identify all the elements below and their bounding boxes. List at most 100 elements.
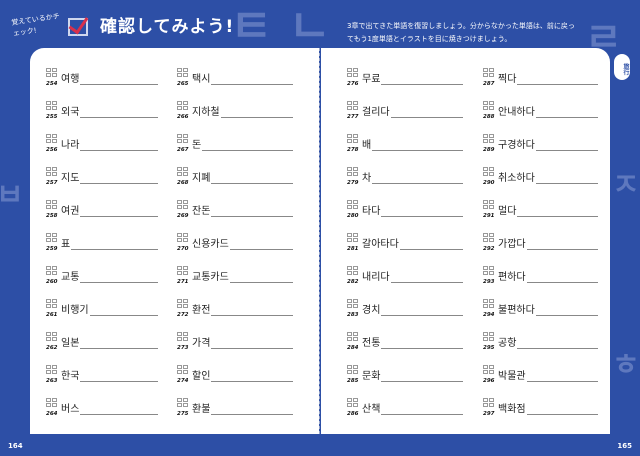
answer-line[interactable] (498, 348, 598, 349)
checkbox-icon[interactable] (177, 299, 189, 311)
answer-line[interactable] (192, 84, 293, 85)
answer-line[interactable] (192, 282, 293, 283)
answer-line[interactable] (192, 216, 293, 217)
answer-line[interactable] (192, 150, 293, 151)
checkbox-icon[interactable] (46, 299, 58, 311)
checkbox-icon[interactable] (46, 365, 58, 377)
answer-line[interactable] (362, 348, 463, 349)
checkbox-icon[interactable] (483, 398, 495, 410)
checkbox-icon[interactable] (46, 167, 58, 179)
checkbox-icon[interactable] (177, 134, 189, 146)
checkbox-icon[interactable] (483, 101, 495, 113)
checkbox-icon[interactable] (483, 200, 495, 212)
vocab-item: 286 산책 (347, 398, 463, 420)
answer-line[interactable] (498, 414, 598, 415)
checkbox-icon[interactable] (483, 68, 495, 80)
checkbox-icon[interactable] (347, 200, 359, 212)
checkbox-icon[interactable] (347, 233, 359, 245)
checkbox-icon[interactable] (177, 68, 189, 80)
answer-line[interactable] (362, 249, 463, 250)
answer-line[interactable] (498, 249, 598, 250)
checkbox-icon[interactable] (483, 299, 495, 311)
answer-line[interactable] (61, 117, 158, 118)
checkbox-icon[interactable] (483, 134, 495, 146)
vocab-item: 289 구경하다 (483, 134, 598, 156)
answer-line[interactable] (61, 84, 158, 85)
answer-line[interactable] (362, 84, 463, 85)
checkbox-icon[interactable] (347, 167, 359, 179)
answer-line[interactable] (192, 414, 293, 415)
word-number: 266 (177, 114, 189, 120)
checkbox-icon[interactable] (177, 332, 189, 344)
korean-word: 잔돈 (192, 202, 212, 217)
checkbox-icon[interactable] (177, 398, 189, 410)
vocab-item: 273 가격 (177, 332, 293, 354)
checkbox-icon[interactable] (177, 233, 189, 245)
checkbox-icon[interactable] (177, 266, 189, 278)
side-tab-travel[interactable]: 旅行 (614, 54, 630, 80)
answer-line[interactable] (61, 150, 158, 151)
answer-line[interactable] (61, 282, 158, 283)
checkbox-icon[interactable] (177, 167, 189, 179)
checkbox-icon[interactable] (347, 101, 359, 113)
checkbox-icon[interactable] (46, 134, 58, 146)
answer-line[interactable] (362, 183, 463, 184)
checkbox-icon[interactable] (347, 398, 359, 410)
answer-line[interactable] (61, 348, 158, 349)
answer-line[interactable] (498, 216, 598, 217)
word-number: 283 (347, 312, 359, 318)
checkbox-icon[interactable] (483, 266, 495, 278)
answer-line[interactable] (192, 348, 293, 349)
answer-line[interactable] (362, 150, 463, 151)
answer-line[interactable] (192, 381, 293, 382)
answer-line[interactable] (498, 315, 598, 316)
checkbox-icon[interactable] (347, 299, 359, 311)
answer-line[interactable] (192, 117, 293, 118)
answer-line[interactable] (61, 315, 158, 316)
checkbox-icon[interactable] (46, 332, 58, 344)
answer-line[interactable] (61, 183, 158, 184)
checkbox-icon[interactable] (46, 233, 58, 245)
answer-line[interactable] (362, 216, 463, 217)
checkbox-icon[interactable] (46, 200, 58, 212)
answer-line[interactable] (362, 315, 463, 316)
vocab-item: 285 문화 (347, 365, 463, 387)
answer-line[interactable] (498, 381, 598, 382)
answer-line[interactable] (362, 381, 463, 382)
answer-line[interactable] (498, 150, 598, 151)
korean-word: 교통카드 (192, 268, 230, 283)
checkbox-icon[interactable] (177, 200, 189, 212)
answer-line[interactable] (498, 282, 598, 283)
answer-line[interactable] (192, 249, 293, 250)
checkbox-icon[interactable] (347, 134, 359, 146)
answer-line[interactable] (498, 84, 598, 85)
checkbox-icon[interactable] (347, 332, 359, 344)
checkbox-icon[interactable] (483, 167, 495, 179)
vocab-item: 287 찍다 (483, 68, 598, 90)
answer-line[interactable] (61, 414, 158, 415)
checkbox-icon[interactable] (46, 266, 58, 278)
answer-line[interactable] (362, 414, 463, 415)
checkbox-icon[interactable] (46, 398, 58, 410)
answer-line[interactable] (362, 282, 463, 283)
checkbox-icon[interactable] (483, 365, 495, 377)
answer-line[interactable] (498, 183, 598, 184)
korean-word: 가격 (192, 334, 212, 349)
checkbox-icon[interactable] (347, 365, 359, 377)
checkbox-icon[interactable] (46, 101, 58, 113)
checkbox-icon[interactable] (177, 365, 189, 377)
word-number: 255 (46, 114, 58, 120)
checkbox-icon[interactable] (483, 233, 495, 245)
answer-line[interactable] (192, 315, 293, 316)
checkbox-icon[interactable] (347, 266, 359, 278)
answer-line[interactable] (61, 216, 158, 217)
answer-line[interactable] (498, 117, 598, 118)
checkbox-icon[interactable] (177, 101, 189, 113)
answer-line[interactable] (362, 117, 463, 118)
checkbox-icon[interactable] (347, 68, 359, 80)
answer-line[interactable] (192, 183, 293, 184)
answer-line[interactable] (61, 249, 158, 250)
checkbox-icon[interactable] (46, 68, 58, 80)
answer-line[interactable] (61, 381, 158, 382)
checkbox-icon[interactable] (483, 332, 495, 344)
